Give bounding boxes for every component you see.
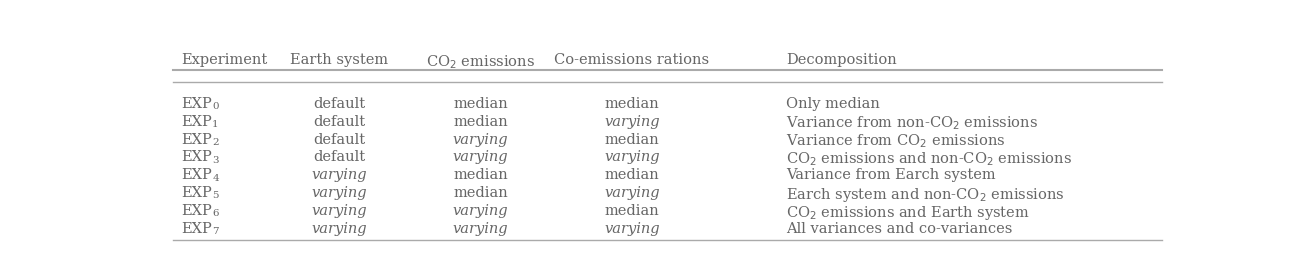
- Text: default: default: [314, 133, 366, 146]
- Text: varying: varying: [311, 168, 367, 182]
- Text: 3: 3: [212, 156, 219, 165]
- Text: EXP: EXP: [181, 150, 212, 164]
- Text: Earch system and non-CO$_2$ emissions: Earch system and non-CO$_2$ emissions: [786, 186, 1065, 204]
- Text: 2: 2: [212, 138, 219, 147]
- Text: median: median: [453, 168, 508, 182]
- Text: varying: varying: [604, 115, 660, 129]
- Text: varying: varying: [453, 222, 508, 236]
- Text: default: default: [314, 150, 366, 164]
- Text: EXP: EXP: [181, 186, 212, 200]
- Text: 0: 0: [212, 102, 219, 111]
- Text: default: default: [314, 115, 366, 129]
- Text: median: median: [604, 97, 659, 111]
- Text: EXP: EXP: [181, 115, 212, 129]
- Text: 4: 4: [212, 174, 219, 182]
- Text: EXP: EXP: [181, 168, 212, 182]
- Text: median: median: [453, 115, 508, 129]
- Text: 1: 1: [212, 120, 219, 129]
- Text: 5: 5: [212, 191, 219, 200]
- Text: median: median: [604, 204, 659, 218]
- Text: EXP: EXP: [181, 222, 212, 236]
- Text: Earth system: Earth system: [290, 53, 388, 67]
- Text: Co-emissions rations: Co-emissions rations: [555, 53, 710, 67]
- Text: median: median: [453, 186, 508, 200]
- Text: varying: varying: [604, 186, 660, 200]
- Text: CO$_2$ emissions and non-CO$_2$ emissions: CO$_2$ emissions and non-CO$_2$ emission…: [786, 150, 1073, 168]
- Text: varying: varying: [311, 204, 367, 218]
- Text: 7: 7: [212, 227, 219, 236]
- Text: 6: 6: [212, 209, 219, 218]
- Text: median: median: [604, 168, 659, 182]
- Text: median: median: [453, 97, 508, 111]
- Text: varying: varying: [604, 222, 660, 236]
- Text: median: median: [604, 133, 659, 146]
- Text: Variance from Earch system: Variance from Earch system: [786, 168, 996, 182]
- Text: default: default: [314, 97, 366, 111]
- Text: All variances and co-variances: All variances and co-variances: [786, 222, 1013, 236]
- Text: varying: varying: [453, 133, 508, 146]
- Text: EXP: EXP: [181, 204, 212, 218]
- Text: EXP: EXP: [181, 133, 212, 146]
- Text: varying: varying: [311, 222, 367, 236]
- Text: CO$_2$ emissions and Earth system: CO$_2$ emissions and Earth system: [786, 204, 1030, 222]
- Text: Variance from CO$_2$ emissions: Variance from CO$_2$ emissions: [786, 133, 1005, 150]
- Text: varying: varying: [311, 186, 367, 200]
- Text: Decomposition: Decomposition: [786, 53, 897, 67]
- Text: varying: varying: [604, 150, 660, 164]
- Text: CO$_2$ emissions: CO$_2$ emissions: [426, 53, 535, 71]
- Text: Variance from non-CO$_2$ emissions: Variance from non-CO$_2$ emissions: [786, 115, 1038, 133]
- Text: varying: varying: [453, 204, 508, 218]
- Text: Experiment: Experiment: [181, 53, 267, 67]
- Text: EXP: EXP: [181, 97, 212, 111]
- Text: varying: varying: [453, 150, 508, 164]
- Text: Only median: Only median: [786, 97, 880, 111]
